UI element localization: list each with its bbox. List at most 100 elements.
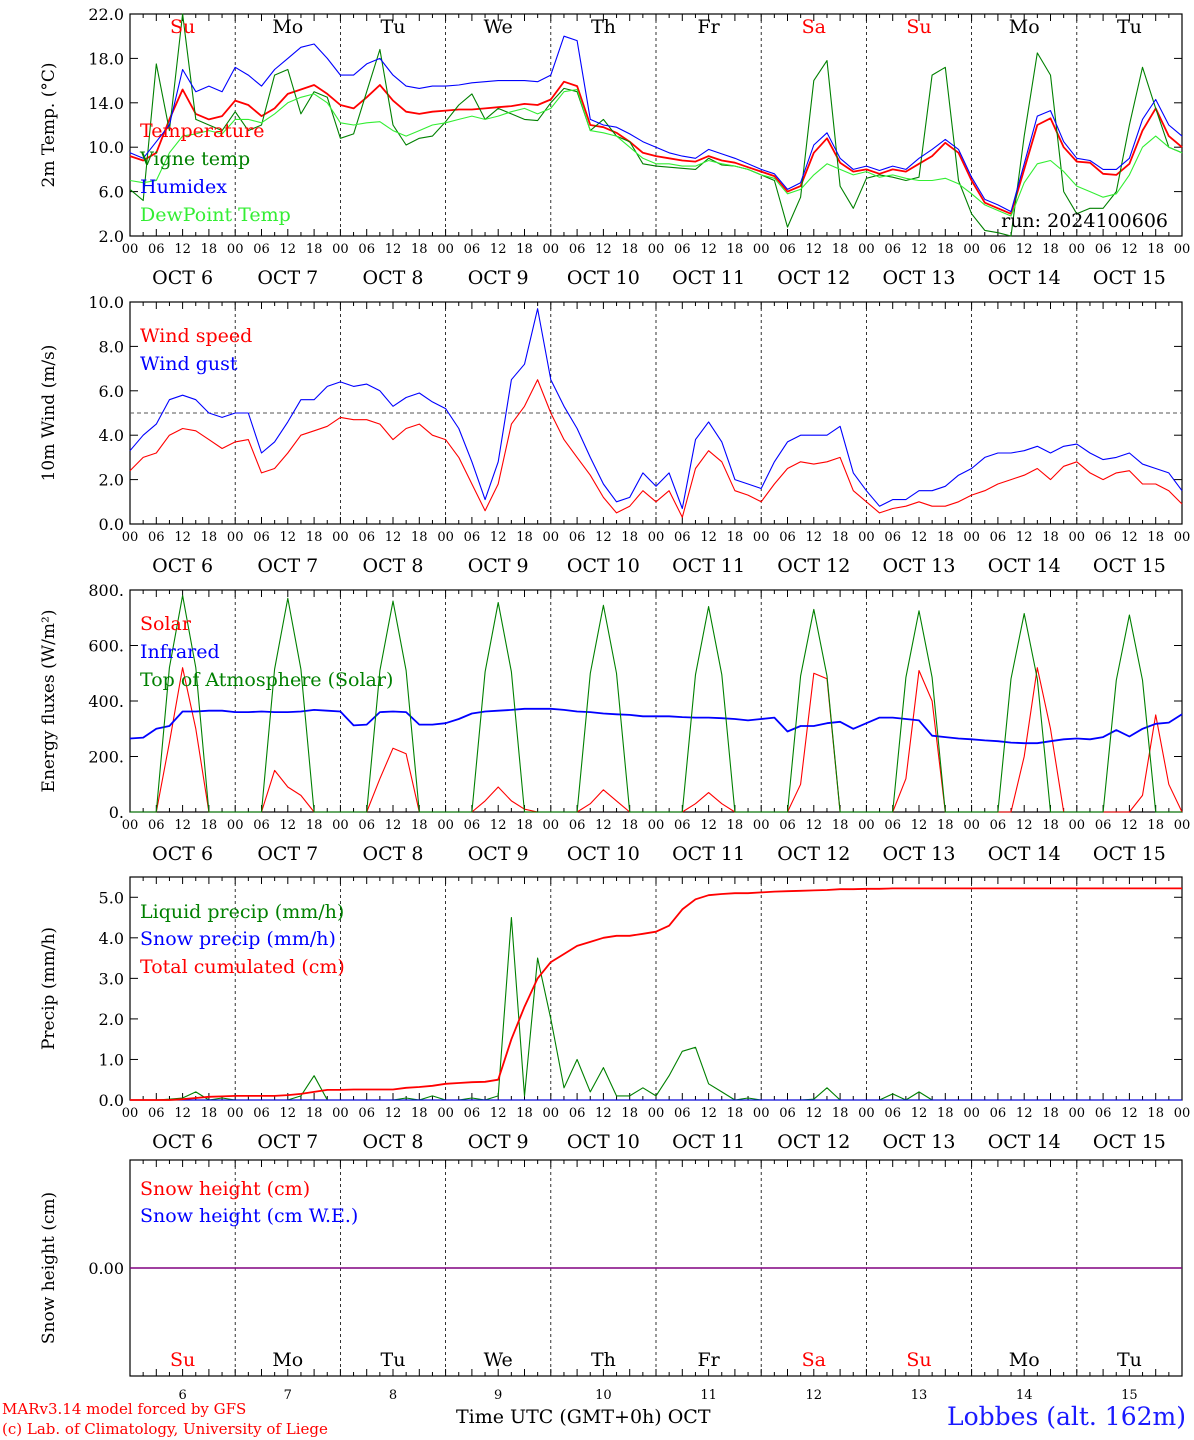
panel-4-hour-label: 06 — [674, 1106, 691, 1121]
panel-1-hour-label: 12 — [1016, 242, 1033, 257]
panel-3-hour-label: 12 — [595, 818, 612, 833]
panel-2-day-label: OCT 7 — [257, 555, 318, 577]
panel-2-hour-label: 18 — [306, 530, 323, 545]
panel-2-y-tick-label: 10.0 — [88, 293, 124, 312]
panel-4-hour-label: 12 — [700, 1106, 717, 1121]
panel-3-hour-label: 00 — [1069, 818, 1086, 833]
panel-4-day-label: OCT 11 — [672, 1131, 745, 1153]
weekday-top-label: Mo — [1009, 16, 1040, 38]
panel-1-hour-label: 18 — [201, 242, 218, 257]
panel-2-hour-label: 18 — [1147, 530, 1164, 545]
panel-3-hour-label: 12 — [806, 818, 823, 833]
panel-4-hour-label: 06 — [990, 1106, 1007, 1121]
panel-2-day-label: OCT 11 — [672, 555, 745, 577]
weekday-top-label: Th — [591, 16, 616, 38]
panel-1-hour-label: 00 — [1069, 242, 1086, 257]
panel-1-hour-label: 00 — [543, 242, 560, 257]
panel-2-hour-label: 00 — [1174, 530, 1191, 545]
panel-2-series-wind-speed — [129, 379, 1183, 518]
panel-3-hour-label: 12 — [280, 818, 297, 833]
weekday-top-label: Fr — [697, 16, 720, 38]
panel-4-hour-label: 06 — [148, 1106, 165, 1121]
panel-3-hour-label: 18 — [516, 818, 533, 833]
panel-2-hour-label: 06 — [884, 530, 901, 545]
panel-3-day-label: OCT 9 — [468, 843, 529, 865]
panel-1-legend-entry: Humidex — [140, 176, 227, 198]
panel-4-day-label: OCT 15 — [1093, 1131, 1166, 1153]
panel-4-hour-label: 06 — [569, 1106, 586, 1121]
panel-3-hour-label: 18 — [937, 818, 954, 833]
panel-4-day-label: OCT 8 — [363, 1131, 424, 1153]
panel-1-hour-label: 18 — [1147, 242, 1164, 257]
day-number-label: 11 — [700, 1388, 717, 1403]
panel-3-y-axis-title: Energy fluxes (W/m²) — [39, 610, 59, 793]
panel-4-legend-entry: Total cumulated (cm) — [140, 956, 345, 978]
weekday-bottom-label: Tu — [381, 1349, 406, 1371]
panel-3-hour-label: 06 — [358, 818, 375, 833]
day-number-label: 13 — [911, 1388, 928, 1403]
panel-1-hour-label: 00 — [858, 242, 875, 257]
panel-4-hour-label: 18 — [832, 1106, 849, 1121]
panel-4-hour-label: 12 — [280, 1106, 297, 1121]
panel-3-hour-label: 18 — [1147, 818, 1164, 833]
panel-2-hour-label: 06 — [569, 530, 586, 545]
panel-3-hour-label: 18 — [1042, 818, 1059, 833]
panel-3-hour-label: 18 — [832, 818, 849, 833]
weekday-bottom-label: We — [484, 1349, 513, 1371]
panel-4-day-label: OCT 6 — [152, 1131, 213, 1153]
panel-1-y-tick-label: 14.0 — [88, 94, 124, 113]
panel-3-hour-label: 18 — [411, 818, 428, 833]
panel-1-series-dewpoint-temp — [129, 88, 1183, 217]
panel-4-y-tick-label: 4.0 — [99, 929, 124, 948]
panel-2-hour-label: 12 — [911, 530, 928, 545]
panel-3-y-tick-label: 200. — [88, 748, 124, 767]
panel-1-day-label: OCT 9 — [468, 267, 529, 289]
panel-3-series-top-of-atmosphere-solar — [130, 594, 1182, 813]
panel-1-hour-label: 00 — [963, 242, 980, 257]
panel-1-hour-label: 06 — [148, 242, 165, 257]
panel-1-series-temperature — [129, 80, 1183, 215]
panel-4-hour-label: 00 — [437, 1106, 454, 1121]
panel-1-hour-label: 18 — [516, 242, 533, 257]
panel-3-hour-label: 06 — [1095, 818, 1112, 833]
panel-4-day-label: OCT 13 — [882, 1131, 955, 1153]
panel-5-y-axis-title: Snow height (cm) — [39, 1192, 59, 1344]
panel-3-hour-label: 12 — [1016, 818, 1033, 833]
panel-1-hour-label: 12 — [911, 242, 928, 257]
panel-3-hour-label: 00 — [227, 818, 244, 833]
panel-4-hour-label: 00 — [332, 1106, 349, 1121]
panel-3-hour-label: 18 — [306, 818, 323, 833]
day-number-label: 6 — [178, 1388, 186, 1403]
panel-2-hour-label: 06 — [148, 530, 165, 545]
panel-3-hour-label: 18 — [621, 818, 638, 833]
panel-4-hour-label: 00 — [1069, 1106, 1086, 1121]
panel-3-hour-label: 12 — [490, 818, 507, 833]
weekday-top-label: Su — [906, 16, 931, 38]
panel-4-hour-label: 18 — [727, 1106, 744, 1121]
panel-1-legend-entry: Temperature — [140, 120, 264, 142]
panel-2-y-tick-label: 4.0 — [99, 426, 124, 445]
panel-3-day-label: OCT 6 — [152, 843, 213, 865]
panel-4-hour-label: 12 — [806, 1106, 823, 1121]
panel-2-day-label: OCT 9 — [468, 555, 529, 577]
panel-1-hour-label: 06 — [358, 242, 375, 257]
weekday-top-label: Tu — [381, 16, 406, 38]
panel-3-hour-label: 12 — [174, 818, 191, 833]
panel-2-hour-label: 06 — [464, 530, 481, 545]
weekday-top-label: Tu — [1117, 16, 1142, 38]
panel-4-hour-label: 00 — [858, 1106, 875, 1121]
panel-4-hour-label: 12 — [174, 1106, 191, 1121]
panel-4-y-tick-label: 2.0 — [99, 1010, 124, 1029]
weekday-bottom-label: Mo — [1009, 1349, 1040, 1371]
panel-3-y-tick-label: 0. — [109, 803, 124, 822]
panel-3-day-label: OCT 15 — [1093, 843, 1166, 865]
panel-3-day-label: OCT 10 — [567, 843, 640, 865]
panel-1-hour-label: 12 — [174, 242, 191, 257]
panel-3-hour-label: 06 — [464, 818, 481, 833]
panel-1-hour-label: 12 — [700, 242, 717, 257]
panel-1-hour-label: 18 — [1042, 242, 1059, 257]
panel-4-hour-label: 00 — [963, 1106, 980, 1121]
panel-2-day-label: OCT 10 — [567, 555, 640, 577]
day-number-label: 10 — [595, 1388, 612, 1403]
panel-1-hour-label: 06 — [779, 242, 796, 257]
